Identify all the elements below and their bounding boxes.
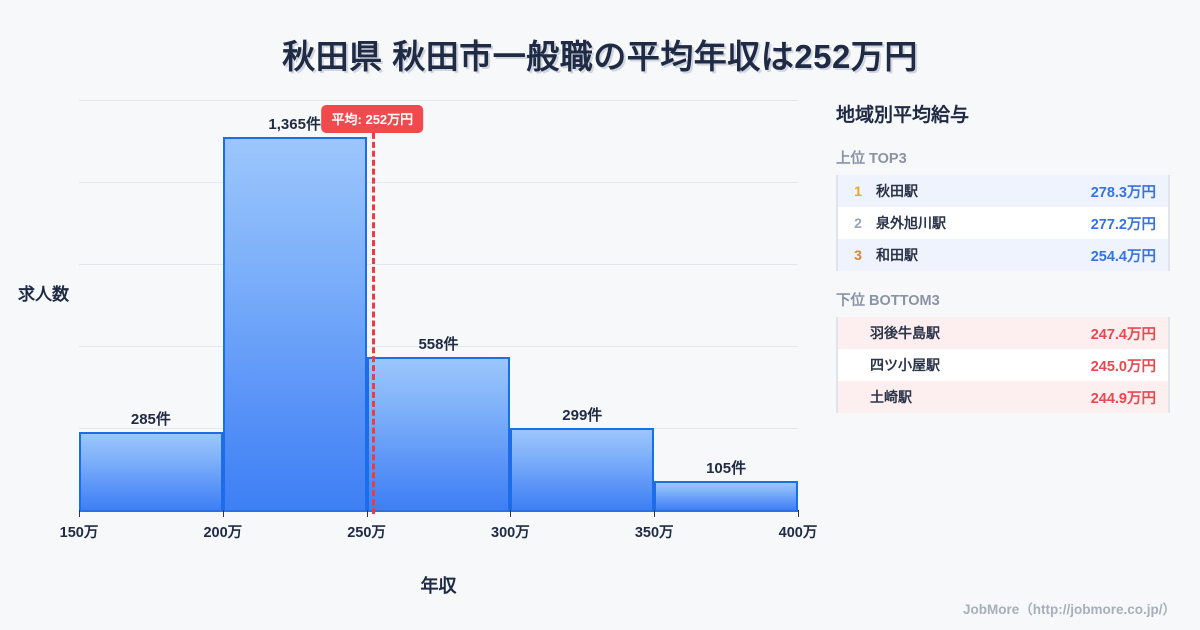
bar-value-label: 285件	[130, 411, 171, 429]
rank-number: 2	[854, 215, 862, 231]
gridline	[79, 100, 798, 101]
station-name: 羽後牛島駅	[870, 325, 940, 341]
gridline	[79, 264, 798, 265]
histogram-bar	[510, 428, 655, 510]
x-tick-label: 150万	[59, 525, 99, 541]
station-name: 泉外旭川駅	[876, 215, 946, 231]
bottom3-list: 羽後牛島駅 247.4万円四ツ小屋駅 245.0万円土崎駅 244.9万円	[836, 317, 1170, 413]
page-title: 秋田県 秋田市一般職の平均年収は252万円	[282, 38, 918, 75]
rank-row[interactable]: 羽後牛島駅 247.4万円	[838, 317, 1168, 349]
x-tick-label: 400万	[778, 525, 818, 541]
histogram-bar	[222, 136, 367, 510]
histogram-bar	[79, 432, 223, 510]
panel-title: 地域別平均給与	[836, 105, 970, 126]
station-salary-value: 245.0万円	[1090, 358, 1156, 375]
x-tick-mark	[654, 510, 656, 517]
x-tick-mark	[510, 510, 512, 517]
average-dashed-line	[372, 124, 376, 514]
rank-row[interactable]: 1 秋田駅 278.3万円	[838, 175, 1168, 207]
x-tick-mark	[366, 510, 368, 517]
histogram-chart: 求人数 285件 1,365件 558件 299件 105件 150万 200万 250万 3…	[18, 100, 818, 596]
station-name: 四ツ小屋駅	[870, 357, 940, 373]
average-badge: 平均: 252万円	[321, 105, 424, 133]
station-salary-value: 254.4万円	[1090, 248, 1156, 265]
x-axis-line	[79, 510, 798, 512]
gridline	[79, 346, 798, 347]
footer-credit: JobMore（http://jobmore.co.jp/）	[963, 602, 1176, 617]
station-salary-value: 278.3万円	[1090, 184, 1156, 201]
top3-list: 1 秋田駅 278.3万円 2 泉外旭川駅 277.2万円 3 和田駅 254.4万円	[836, 175, 1170, 271]
x-tick-label: 250万	[347, 525, 386, 541]
bottom3-heading: 下位 BOTTOM3	[836, 293, 940, 309]
rank-row[interactable]: 四ツ小屋駅 245.0万円	[838, 349, 1168, 381]
station-salary-value: 247.4万円	[1090, 326, 1156, 343]
x-tick-mark	[79, 510, 80, 517]
bar-value-label: 1,365件	[268, 115, 321, 133]
x-tick-label: 200万	[203, 525, 243, 541]
rank-number: 3	[854, 247, 862, 263]
x-tick-label: 350万	[634, 525, 674, 541]
histogram-bar	[654, 481, 798, 510]
top3-heading: 上位 TOP3	[836, 151, 907, 167]
station-salary-value: 277.2万円	[1090, 216, 1156, 233]
gridline	[79, 182, 798, 183]
rank-row[interactable]: 3 和田駅 254.4万円	[838, 239, 1168, 271]
station-name: 和田駅	[876, 247, 918, 263]
rank-row[interactable]: 2 泉外旭川駅 277.2万円	[838, 207, 1168, 239]
station-salary-value: 244.9万円	[1090, 390, 1156, 407]
station-name: 土崎駅	[870, 389, 912, 405]
regional-salary-panel: 地域別平均給与 上位 TOP3 1 秋田駅 278.3万円 2 泉外旭川駅 277.2万円…	[836, 100, 1170, 431]
bar-value-label: 299件	[562, 407, 603, 425]
station-name: 秋田駅	[876, 183, 918, 199]
x-tick-mark	[798, 510, 799, 517]
histogram-bar	[366, 357, 511, 510]
bar-value-label: 558件	[418, 336, 459, 354]
x-tick-label: 300万	[491, 525, 530, 541]
y-axis-label: 求人数	[18, 285, 69, 304]
x-axis-label: 年収	[420, 576, 457, 596]
rank-row[interactable]: 土崎駅 244.9万円	[838, 381, 1168, 413]
rank-number: 1	[854, 183, 862, 199]
bar-value-label: 105件	[706, 460, 747, 478]
x-tick-mark	[222, 510, 224, 517]
